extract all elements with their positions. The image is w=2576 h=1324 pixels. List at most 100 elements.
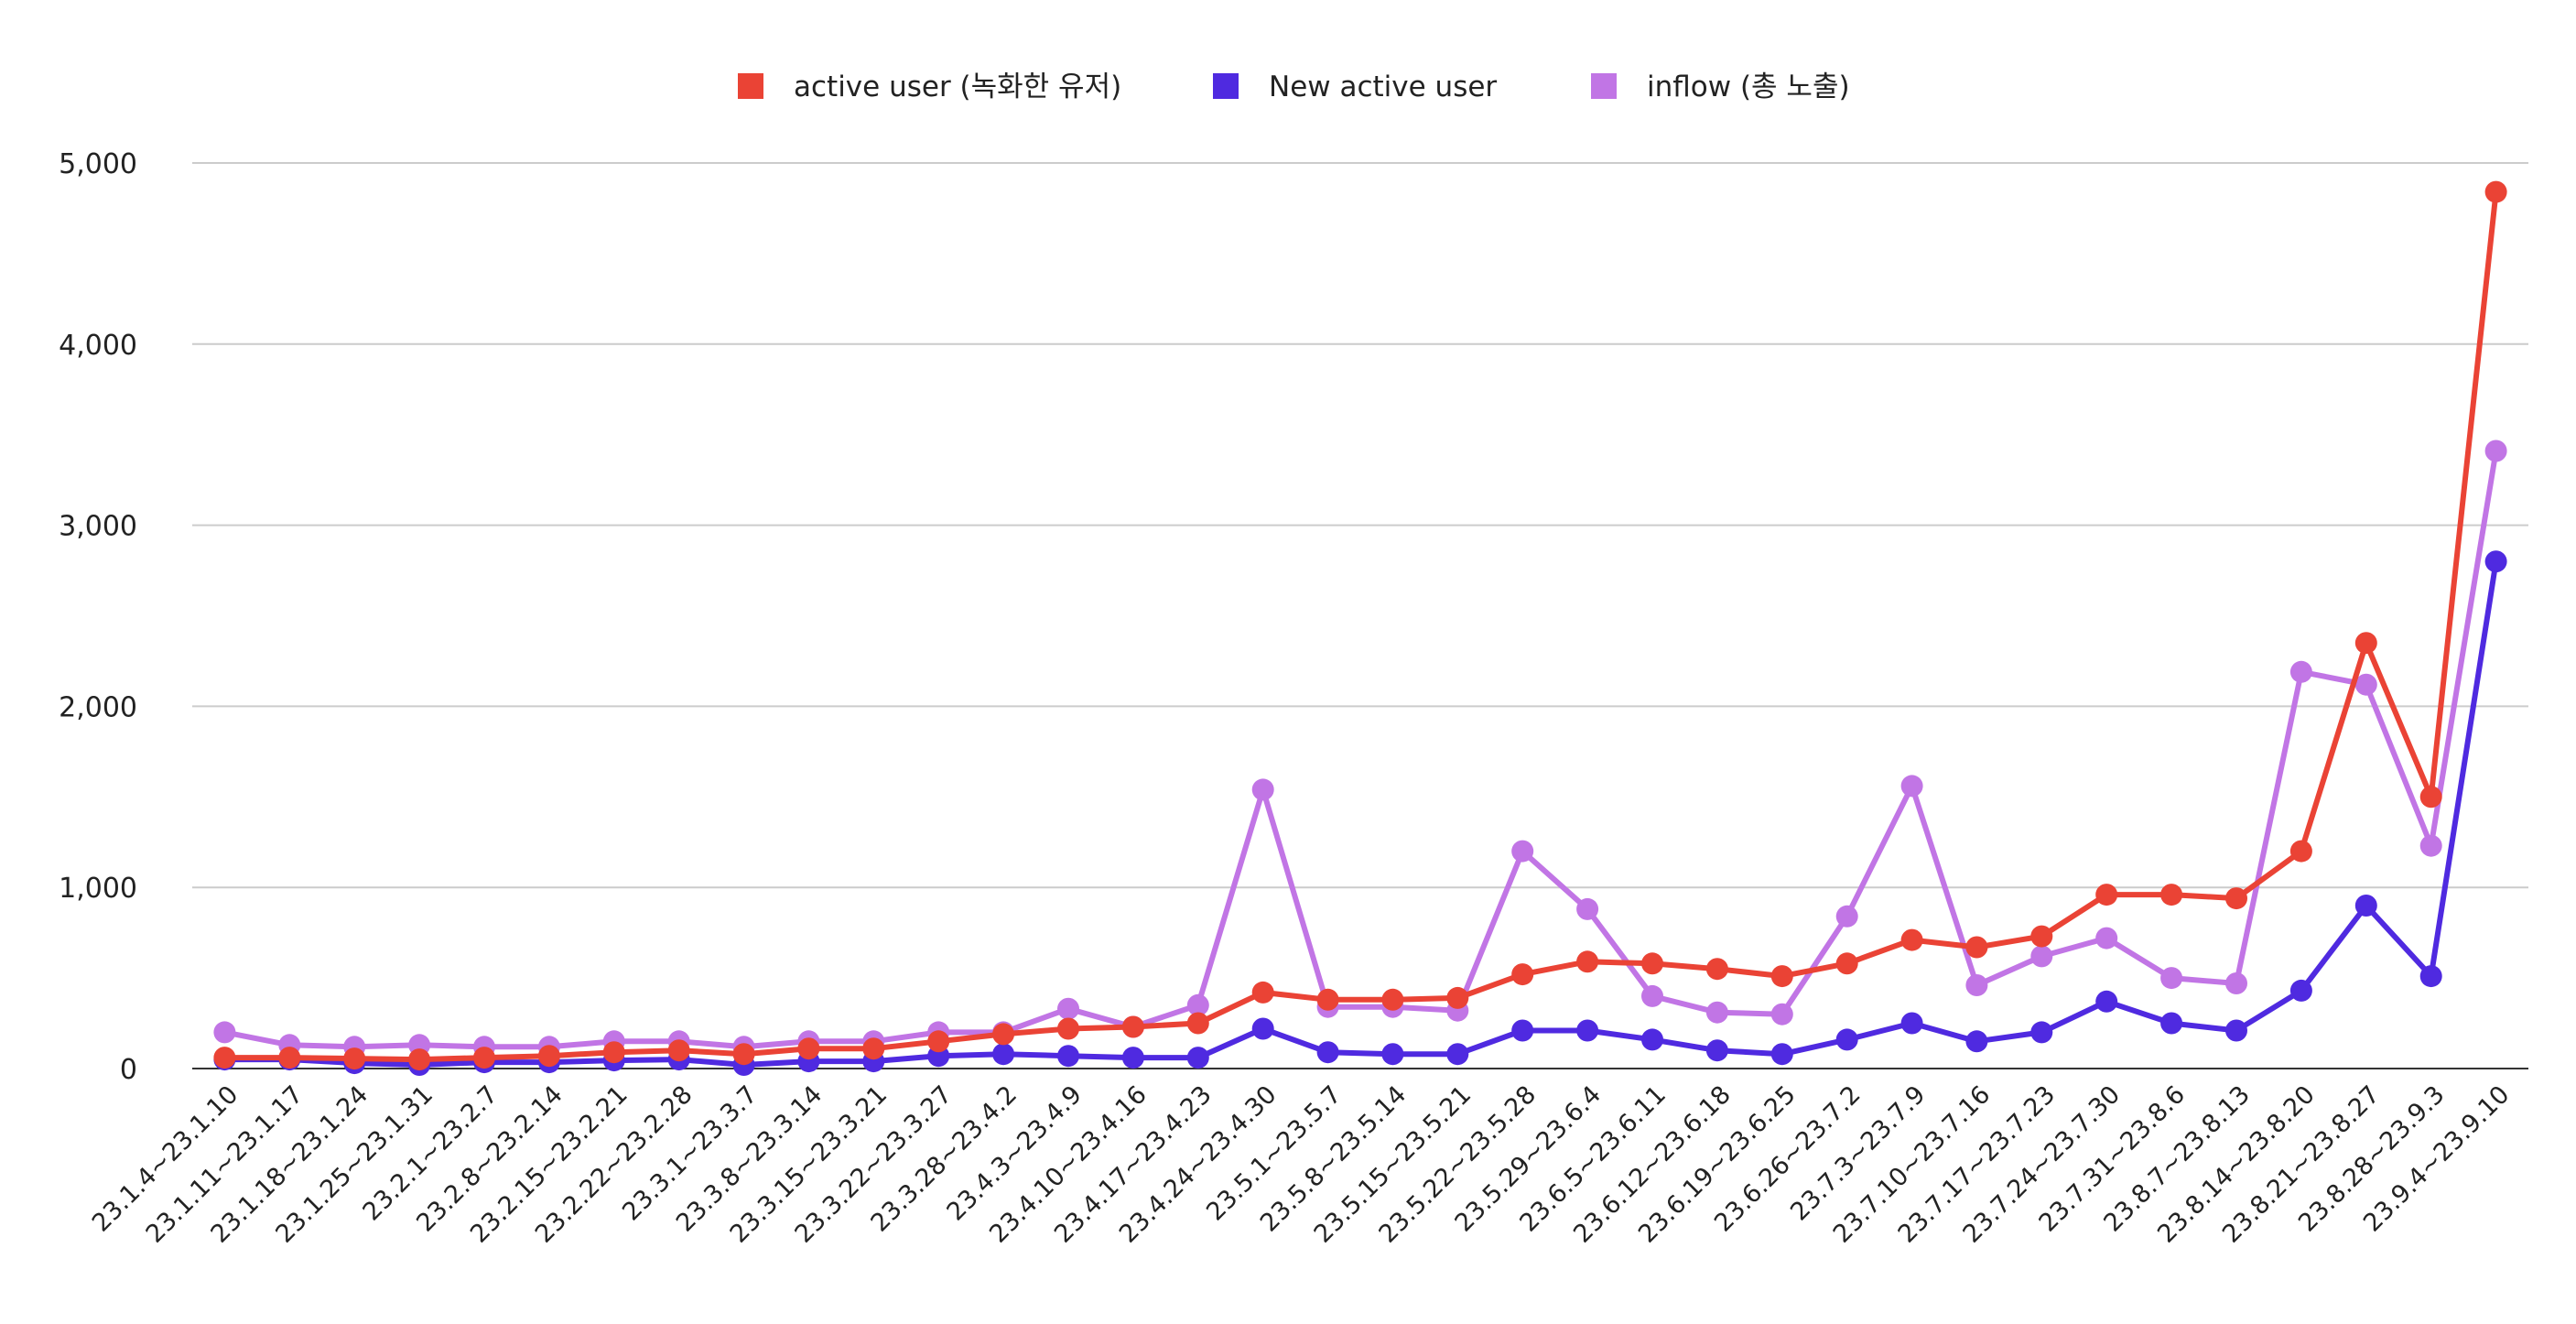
- data-point: [213, 1047, 236, 1069]
- data-point: [537, 1045, 560, 1068]
- data-point: [1835, 1028, 1858, 1051]
- data-point: [2289, 660, 2312, 683]
- legend-swatch: [738, 73, 763, 99]
- data-point: [1251, 981, 1274, 1004]
- legend-swatch: [1591, 73, 1617, 99]
- data-point: [2419, 786, 2442, 809]
- data-point: [2484, 550, 2507, 573]
- data-point: [408, 1048, 431, 1071]
- data-point: [1251, 778, 1274, 801]
- y-tick-label: 1,000: [59, 873, 137, 905]
- data-point: [1641, 1028, 1663, 1051]
- data-point: [2484, 180, 2507, 203]
- data-point: [1316, 988, 1339, 1011]
- legend-label: active user (녹화한 유저): [794, 71, 1121, 103]
- data-point: [1965, 1030, 1988, 1053]
- data-point: [1381, 1043, 1404, 1066]
- data-point: [2225, 1019, 2247, 1042]
- data-point: [1641, 952, 1663, 975]
- data-point: [1381, 988, 1404, 1011]
- x-axis-ticks: 23.1.4~23.1.1023.1.11~23.1.1723.1.18~23.…: [87, 1080, 2516, 1249]
- data-point: [1770, 965, 1793, 988]
- data-point: [2419, 834, 2442, 857]
- data-point: [2030, 945, 2053, 968]
- legend-label: New active user: [1269, 71, 1497, 103]
- y-axis-ticks: 0 1,000 2,000 3,000 4,000 5,000: [59, 148, 137, 1086]
- data-point: [602, 1041, 625, 1064]
- gridlines: [192, 162, 2528, 1069]
- data-point: [1057, 997, 1079, 1020]
- legend-item: New active user: [1213, 71, 1497, 103]
- data-point: [2225, 887, 2247, 910]
- data-point: [1057, 1017, 1079, 1040]
- data-point: [1251, 1017, 1274, 1040]
- data-point: [1770, 1003, 1793, 1026]
- data-point: [1446, 986, 1469, 1009]
- data-point: [2095, 927, 2118, 950]
- data-point: [2289, 979, 2312, 1002]
- data-point: [2095, 990, 2118, 1013]
- series-2: [213, 440, 2507, 1058]
- data-point: [862, 1037, 885, 1060]
- data-point: [1641, 984, 1663, 1007]
- data-point: [1835, 952, 1858, 975]
- data-point: [992, 1043, 1015, 1066]
- data-point: [1900, 775, 1923, 798]
- data-point: [2354, 673, 2377, 696]
- data-point: [2484, 440, 2507, 462]
- data-point: [992, 1023, 1015, 1046]
- data-point: [1576, 897, 1599, 920]
- data-point: [1186, 993, 1209, 1016]
- data-point: [2354, 895, 2377, 917]
- data-point: [1121, 1047, 1144, 1069]
- data-point: [1576, 1019, 1599, 1042]
- series-line: [222, 189, 2499, 1063]
- data-point: [667, 1039, 690, 1062]
- data-point: [1121, 1015, 1144, 1038]
- data-point: [2289, 840, 2312, 863]
- legend-swatch: [1213, 73, 1239, 99]
- data-point: [2160, 884, 2183, 906]
- data-point: [343, 1047, 366, 1070]
- data-point: [278, 1047, 301, 1069]
- data-point: [732, 1043, 755, 1066]
- data-point: [1705, 1039, 1728, 1062]
- data-point: [2160, 1012, 2183, 1035]
- data-point: [1965, 974, 1988, 996]
- data-point: [1900, 1012, 1923, 1035]
- series-line: [222, 448, 2499, 1050]
- data-point: [2030, 1021, 2053, 1044]
- legend-item: active user (녹화한 유저): [738, 71, 1121, 103]
- legend: active user (녹화한 유저) New active user inflo…: [738, 71, 1850, 103]
- data-point: [2354, 632, 2377, 655]
- data-point: [1705, 958, 1728, 981]
- legend-label: inflow (총 노출): [1647, 71, 1850, 103]
- data-point: [213, 1021, 236, 1044]
- data-point: [1511, 963, 1534, 986]
- y-tick-label: 2,000: [59, 691, 137, 723]
- y-tick-label: 3,000: [59, 511, 137, 543]
- y-tick-label: 4,000: [59, 330, 137, 362]
- data-point: [1511, 840, 1534, 863]
- data-point: [2419, 965, 2442, 988]
- series-group: [213, 180, 2507, 1076]
- data-point: [1186, 1012, 1209, 1035]
- series-0: [213, 180, 2507, 1071]
- data-point: [2160, 967, 2183, 990]
- legend-item: inflow (총 노출): [1591, 71, 1850, 103]
- data-point: [2030, 925, 2053, 948]
- data-point: [1705, 1001, 1728, 1024]
- data-point: [1900, 928, 1923, 951]
- data-point: [1186, 1047, 1209, 1069]
- data-point: [1965, 936, 1988, 959]
- data-point: [1835, 905, 1858, 928]
- data-point: [927, 1030, 950, 1053]
- data-point: [473, 1047, 495, 1069]
- y-tick-label: 5,000: [59, 148, 137, 180]
- series-line: [222, 559, 2499, 1068]
- data-point: [1057, 1045, 1079, 1068]
- data-point: [1446, 1043, 1469, 1066]
- data-point: [1511, 1019, 1534, 1042]
